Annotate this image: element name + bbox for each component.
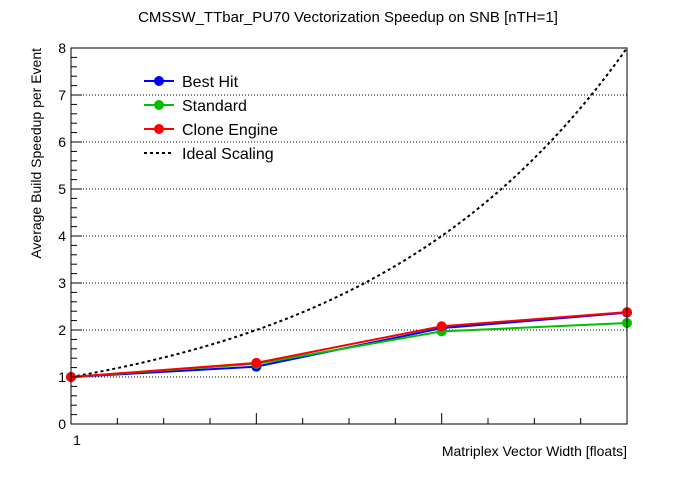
y-tick-label: 3 [58,275,66,291]
y-tick-label: 5 [58,181,66,197]
y-tick-label: 6 [58,134,66,150]
clone-engine-line [70,311,628,378]
x-tick-label: 1 [73,432,81,448]
x-axis-label: Matriplex Vector Width [floats] [442,443,627,459]
y-axis-label: Average Build Speedup per Event [28,48,44,259]
legend-marker-best-hit [154,76,164,86]
y-tick-label: 7 [58,87,66,103]
chart-title: CMSSW_TTbar_PU70 Vectorization Speedup o… [138,9,558,26]
clone-engine-point [436,321,447,332]
y-tick-label: 4 [58,228,66,244]
grid-layer [71,94,627,378]
series-layer [66,307,632,382]
y-tick-label: 8 [58,40,66,56]
legend-label-clone-engine: Clone Engine [182,122,278,139]
clone-engine-point [251,357,262,368]
y-tick-label: 2 [58,322,66,338]
y-tick-label: 0 [58,416,66,432]
legend-label-ideal-scaling: Ideal Scaling [182,146,274,163]
legend-marker-clone-engine [154,124,164,134]
legend-marker-standard [154,100,164,110]
legend-label-standard: Standard [182,98,247,115]
legend: Best Hit Standard Clone Engine Ideal Scalin… [144,74,278,163]
legend-label-best-hit: Best Hit [182,74,239,91]
y-tick-label: 1 [58,369,66,385]
standard-line [70,321,628,378]
